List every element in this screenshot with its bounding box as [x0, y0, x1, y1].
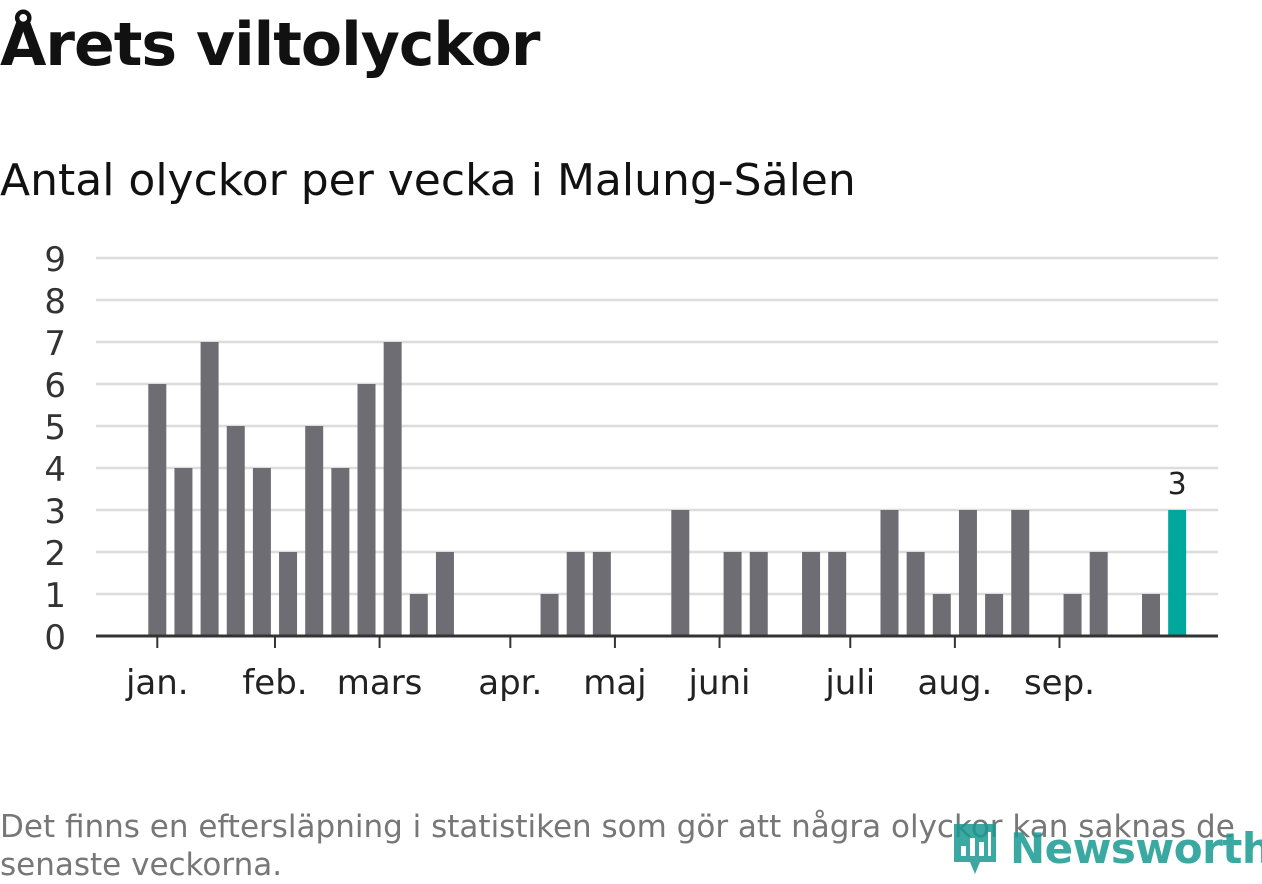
bar: [305, 426, 324, 636]
y-tick-label: 0: [44, 618, 66, 658]
y-tick-label: 9: [44, 240, 66, 280]
data-labels: 3: [1168, 467, 1187, 502]
x-tick-label: juni: [688, 663, 751, 703]
bar: [409, 594, 428, 636]
bar: [880, 510, 899, 636]
bar: [932, 594, 951, 636]
x-tick-label: aug.: [917, 663, 992, 703]
bar: [226, 426, 245, 636]
bar: [749, 552, 768, 636]
y-tick-label: 6: [44, 366, 66, 406]
data-label-last: 3: [1168, 467, 1187, 502]
newsworthy-logo-icon: [954, 824, 996, 874]
bar: [723, 552, 742, 636]
newsworthy-logo: Newsworthy: [950, 818, 1262, 878]
bar: [540, 594, 559, 636]
x-tick-label: jan.: [125, 663, 189, 703]
y-tick-label: 2: [44, 534, 66, 574]
bar: [802, 552, 821, 636]
bar: [958, 510, 977, 636]
bar: [331, 468, 350, 636]
bar: [279, 552, 298, 636]
bar: [828, 552, 847, 636]
bar: [200, 342, 219, 636]
grid-lines: [96, 256, 1218, 596]
y-tick-label: 5: [44, 408, 66, 448]
y-tick-label: 4: [44, 450, 66, 490]
chart-subtitle: Antal olyckor per vecka i Malung-Sälen: [0, 155, 856, 206]
bar: [906, 552, 925, 636]
bar: [1011, 510, 1030, 636]
bar: [592, 552, 611, 636]
bar: [357, 384, 376, 636]
y-tick-label: 3: [44, 492, 66, 532]
bar: [252, 468, 271, 636]
bar: [671, 510, 690, 636]
bar: [566, 552, 585, 636]
logo-text: Newsworthy: [1010, 823, 1262, 873]
y-tick-label: 8: [44, 282, 66, 322]
bar-highlight: [1168, 510, 1187, 636]
bar: [1063, 594, 1082, 636]
y-tick-label: 1: [44, 576, 66, 616]
x-axis-ticks: jan. feb. mars apr. maj juni juli aug. sep.: [125, 636, 1095, 703]
bar: [1142, 594, 1160, 636]
x-tick-label: apr.: [478, 663, 542, 703]
bar: [148, 384, 167, 636]
x-tick-label: maj: [583, 663, 646, 703]
bar: [383, 342, 402, 636]
x-tick-label: feb.: [242, 663, 307, 703]
bar: [174, 468, 193, 636]
bar: [1089, 552, 1108, 636]
x-tick-label: mars: [337, 663, 423, 703]
bars: [148, 342, 1187, 636]
x-tick-label: sep.: [1024, 663, 1095, 703]
footnote: Det finns en eftersläpning i statistiken…: [0, 809, 1235, 883]
y-tick-label: 7: [44, 324, 66, 364]
bar: [435, 552, 454, 636]
chart-title: Årets viltolyckor: [0, 10, 540, 80]
x-tick-label: juli: [824, 663, 875, 703]
bar: [985, 594, 1004, 636]
